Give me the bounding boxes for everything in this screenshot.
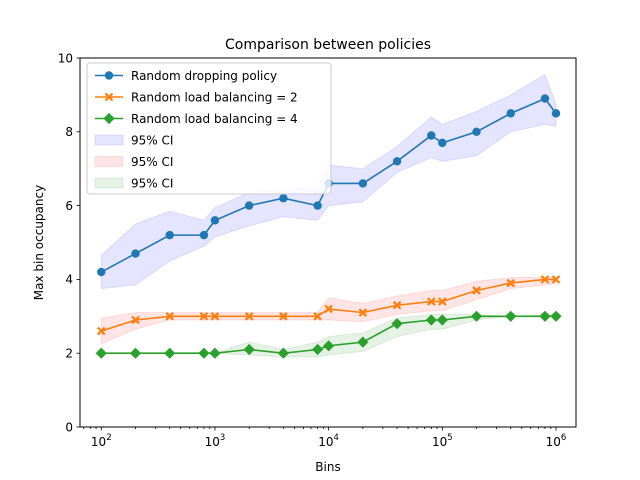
legend-patch-3: [94, 177, 124, 189]
ci-band-2: [100, 277, 557, 345]
plot-frame: [79, 57, 577, 428]
y-tick-label-6: 10: [58, 51, 73, 65]
x-tick-label-3: 104: [318, 433, 339, 449]
data-point-s3-7: [277, 347, 289, 359]
data-point-s1-8: [313, 201, 322, 210]
data-point-s3-12: [425, 314, 437, 326]
legend-label-series-1: Random dropping policy: [131, 69, 277, 83]
data-point-s2-4: [199, 312, 209, 321]
x-tick-label-1: 102: [91, 433, 112, 449]
data-point-s1-10: [358, 179, 368, 188]
data-point-s1-5: [210, 216, 220, 225]
x-tick-label-5: 106: [546, 433, 567, 449]
series-markers: [95, 94, 562, 359]
data-point-s3-5: [209, 347, 221, 359]
data-point-s1-16: [540, 94, 550, 103]
data-point-s2-14: [472, 286, 481, 295]
legend-label-series-2: Random load balancing = 2: [131, 90, 298, 104]
data-point-s1-4: [199, 230, 209, 240]
data-point-s3-17: [550, 310, 562, 322]
data-point-s2-7: [279, 312, 288, 321]
y-axis-ticks: 0 2 4 6 8 10: [58, 51, 80, 434]
data-point-s1-1: [97, 267, 106, 277]
data-point-s2-15: [506, 278, 516, 288]
data-point-s1-2: [131, 249, 140, 258]
data-point-s2-13: [438, 297, 447, 306]
data-point-s3-11: [391, 318, 403, 330]
data-point-s3-4: [198, 347, 210, 359]
data-point-s1-6: [244, 201, 254, 210]
data-point-s3-13: [436, 314, 448, 326]
data-point-s1-7: [279, 194, 288, 203]
legend-box: [86, 62, 332, 195]
data-point-s2-9: [324, 304, 333, 314]
x-tick-label-4: 105: [432, 433, 453, 449]
x-axis-ticks: 102 103 104 105 106: [83, 427, 567, 449]
data-point-s3-9: [323, 340, 335, 352]
data-point-s1-12: [427, 131, 436, 140]
data-point-s3-10: [357, 336, 369, 348]
y-tick-label-5: 8: [65, 125, 73, 139]
legend-patch-1: [94, 134, 124, 146]
legend-patch-2: [94, 156, 124, 167]
y-tick-label-1: 0: [65, 420, 73, 434]
legend-marker-1: [104, 71, 114, 80]
y-tick-label-2: 2: [65, 347, 73, 361]
y-tick-label-4: 6: [65, 199, 73, 213]
data-point-s2-16: [540, 275, 550, 284]
data-point-s2-12: [426, 297, 436, 306]
data-point-s1-13: [438, 138, 447, 148]
data-point-s2-1: [96, 326, 106, 336]
data-point-s3-15: [505, 310, 517, 322]
data-point-s1-15: [506, 109, 515, 118]
legend-label-series-3: Random load balancing = 4: [131, 112, 298, 126]
data-point-s1-17: [551, 109, 561, 118]
data-point-s3-16: [539, 310, 551, 322]
y-tick-label-3: 4: [65, 273, 73, 287]
data-point-s2-10: [358, 308, 368, 317]
data-point-s3-3: [164, 347, 176, 359]
data-point-s1-3: [165, 230, 174, 240]
x-axis-label: Bins: [315, 460, 340, 474]
data-point-s3-8: [312, 343, 324, 356]
data-point-s3-14: [470, 310, 483, 322]
y-axis-label: Max bin occupancy: [32, 185, 46, 300]
data-point-s2-3: [165, 312, 175, 321]
data-point-s2-17: [551, 275, 561, 284]
legend-label-ci-2: 95% CI: [131, 155, 173, 169]
legend-marker-2: [104, 92, 114, 102]
data-point-s2-11: [392, 300, 402, 310]
data-point-s2-5: [210, 312, 220, 321]
legend: Random dropping policy Random load balanc…: [86, 62, 332, 195]
legend-label-ci-1: 95% CI: [131, 133, 173, 147]
data-point-s3-6: [243, 343, 255, 356]
data-point-s2-8: [313, 312, 322, 321]
data-point-s2-6: [244, 312, 254, 321]
data-point-s1-11: [392, 157, 402, 166]
legend-marker-3: [103, 112, 115, 125]
legend-label-ci-3: 95% CI: [131, 176, 173, 190]
x-tick-label-2: 103: [205, 433, 226, 449]
data-point-s1-14: [472, 127, 481, 136]
chart-title: Comparison between policies: [225, 37, 431, 53]
data-point-s3-1: [95, 347, 107, 359]
data-point-s3-2: [129, 347, 142, 359]
data-point-s2-2: [131, 315, 140, 325]
